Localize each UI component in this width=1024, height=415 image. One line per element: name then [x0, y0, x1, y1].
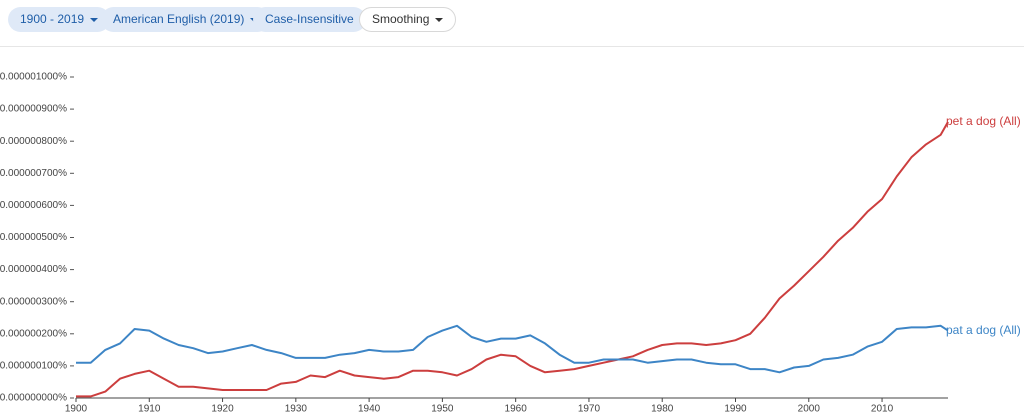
x-tick-label: 2000: [798, 404, 821, 415]
series-line: [76, 121, 949, 398]
x-tick-label: 1930: [285, 404, 308, 415]
y-tick-label: 0.000000200%: [0, 328, 67, 339]
y-tick-label: 0.000000800%: [0, 136, 67, 147]
year-range-button[interactable]: 1900 - 2019: [8, 7, 111, 32]
x-tick-label: 1990: [724, 404, 747, 415]
x-tick-label: 1910: [138, 404, 161, 415]
x-tick-label: 2010: [871, 404, 894, 415]
y-tick-label: 0.000000900%: [0, 104, 67, 115]
x-tick-label: 1970: [578, 404, 601, 415]
button-label: Case-Insensitive: [265, 12, 354, 26]
caret: [90, 17, 99, 22]
x-tick-label: 1980: [651, 404, 674, 415]
toolbar: 1900 - 2019 American English (2019) Case…: [0, 0, 1024, 47]
smoothing-button[interactable]: Smoothing: [359, 7, 457, 32]
case-button[interactable]: Case-Insensitive: [253, 7, 366, 32]
y-tick-label: 0.000000400%: [0, 264, 67, 275]
y-tick-label: 0.000000500%: [0, 232, 67, 243]
series-label: pet a dog (All): [946, 114, 1021, 128]
x-tick-label: 1940: [358, 404, 381, 415]
series-line: [76, 324, 949, 374]
button-label: American English (2019): [113, 12, 245, 26]
caret: [435, 17, 444, 22]
x-tick-label: 1960: [505, 404, 528, 415]
y-tick-label: 0.000000300%: [0, 296, 67, 307]
y-tick-label: 0.000000600%: [0, 200, 67, 211]
y-tick-label: 0.000001000%: [0, 72, 67, 83]
y-tick-label: 0.000000700%: [0, 168, 67, 179]
x-tick-label: 1920: [211, 404, 234, 415]
x-tick-label: 1950: [431, 404, 454, 415]
x-tick-label: 1900: [65, 404, 88, 415]
button-label: 1900 - 2019: [20, 12, 85, 26]
y-tick-label: 0.000000100%: [0, 361, 67, 372]
series-label: pat a dog (All): [946, 323, 1021, 337]
y-tick-label: 0.000000000%: [0, 393, 67, 404]
button-label: Smoothing: [372, 12, 430, 26]
